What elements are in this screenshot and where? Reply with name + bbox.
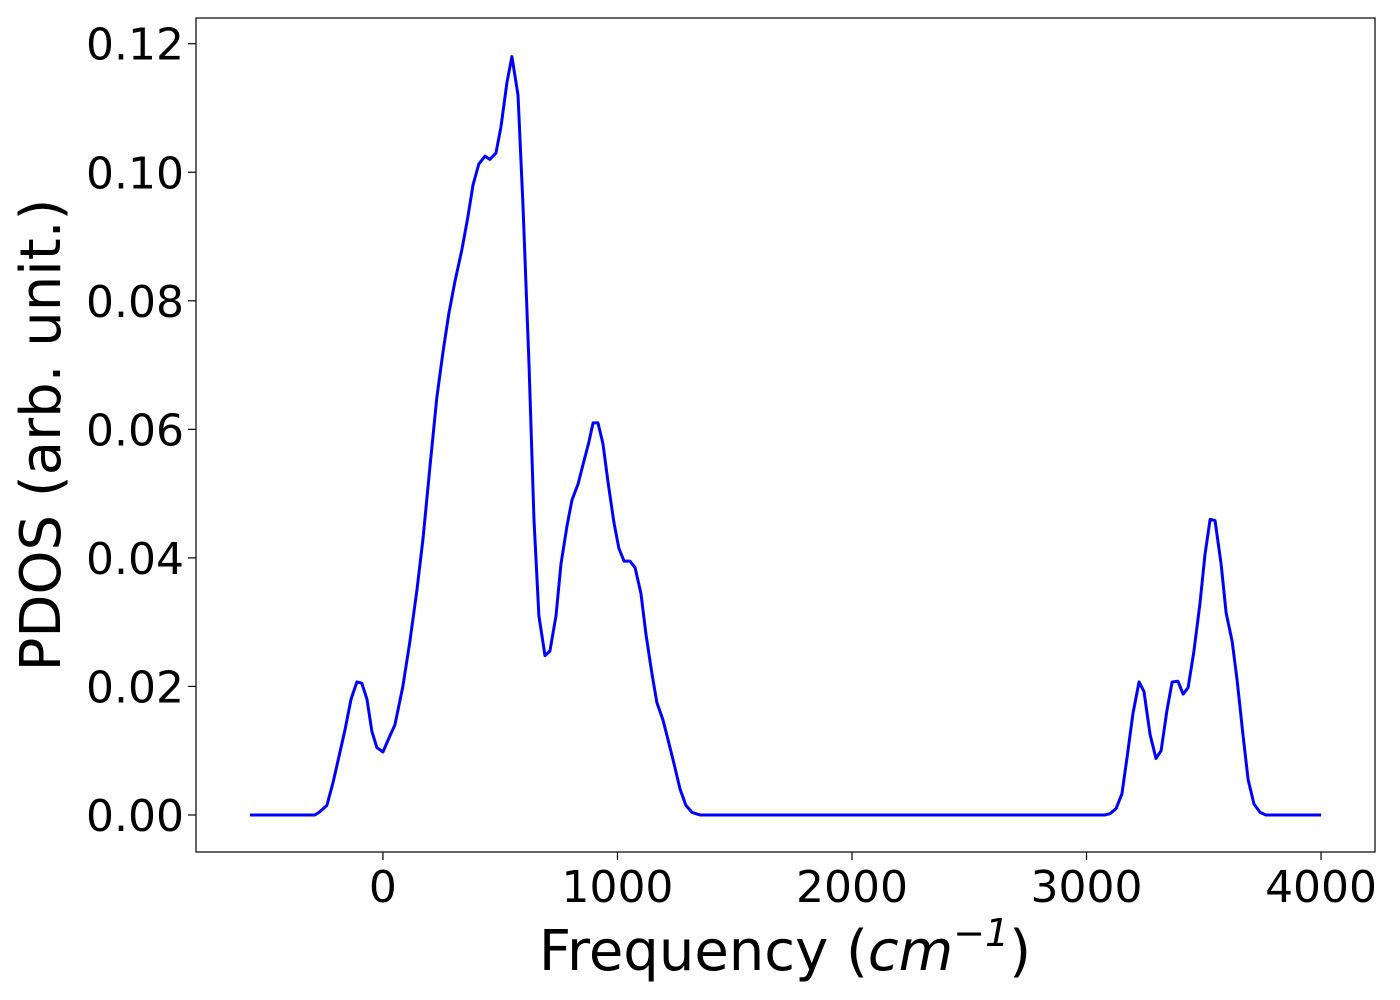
- y-tick-label: 0.08: [86, 277, 184, 328]
- y-tick-label: 0.12: [86, 20, 184, 71]
- plot-frame: [195, 17, 1376, 853]
- x-tick-label: 1000: [561, 862, 673, 913]
- x-axis-label: Frequency (cm−1): [539, 911, 1031, 984]
- x-tick-label: 3000: [1031, 862, 1143, 913]
- x-label-unit: cm: [868, 919, 953, 984]
- x-label-text: Frequency (: [539, 919, 868, 984]
- y-axis-label: PDOS (arb. unit.): [9, 199, 74, 672]
- y-tick-label: 0.02: [86, 662, 184, 713]
- y-tick-label: 0.04: [86, 534, 184, 585]
- x-label-exponent: −1: [953, 911, 1009, 955]
- y-tick-label: 0.10: [86, 148, 184, 199]
- x-label-close: ): [1009, 919, 1031, 984]
- series-line: [249, 55, 1322, 817]
- y-tick-label: 0.06: [86, 405, 184, 456]
- x-tick-label: 2000: [796, 862, 908, 913]
- y-tick-label: 0.00: [86, 791, 184, 842]
- x-tick-label: 0: [369, 862, 397, 913]
- x-tick-label: 4000: [1265, 862, 1377, 913]
